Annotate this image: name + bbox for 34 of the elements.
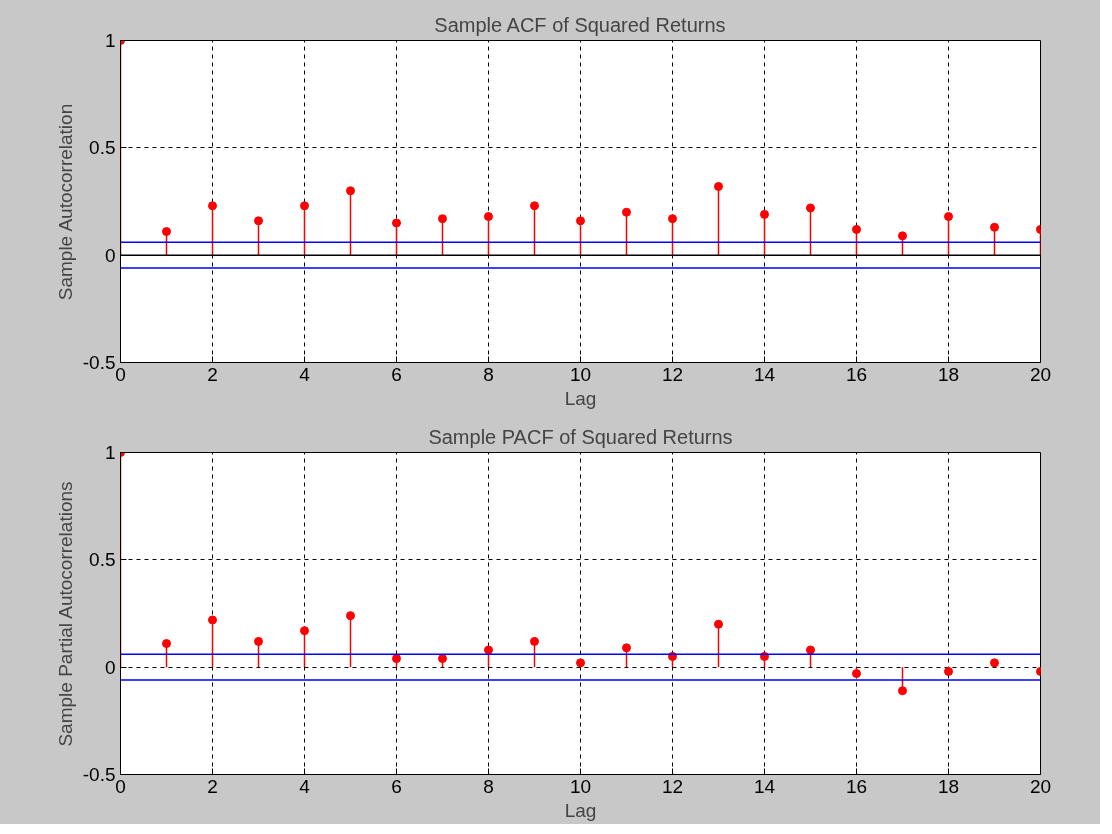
x-tick-label: 20	[1029, 363, 1052, 385]
x-tick-label: 20	[1029, 775, 1052, 797]
y-axis-title: Sample Partial Autocorrelations	[54, 481, 76, 747]
x-tick-label: 2	[207, 363, 218, 385]
x-axis-title: Lag	[564, 387, 597, 409]
x-tick-label: 6	[391, 775, 402, 797]
x-tick-label: 2	[207, 775, 218, 797]
x-tick-label: 8	[483, 363, 494, 385]
x-tick-label: 4	[299, 363, 311, 385]
y-tick-label: -0.5	[82, 352, 116, 373]
x-tick-label: 10	[569, 363, 592, 385]
x-tick-label: 16	[845, 363, 868, 385]
x-tick-label: 18	[937, 775, 960, 797]
y-tick-label: 1	[104, 442, 116, 463]
x-tick-label: 12	[661, 363, 684, 385]
y-tick-label: 0.5	[89, 549, 116, 571]
y-tick-label: 0.5	[89, 137, 116, 159]
x-tick-label: 14	[753, 775, 776, 797]
y-tick-label: 0	[104, 656, 116, 678]
x-tick-label: 16	[845, 775, 868, 797]
x-tick-label: 12	[661, 775, 684, 797]
x-axis-title: Lag	[564, 799, 597, 821]
y-tick-label: 1	[104, 30, 116, 51]
x-tick-label: 8	[483, 775, 494, 797]
x-tick-label: 14	[753, 363, 776, 385]
y-tick-label: 0	[104, 244, 116, 266]
chart-title: Sample PACF of Squared Returns	[428, 425, 733, 448]
y-tick-label: -0.5	[82, 764, 116, 785]
x-tick-label: 6	[391, 363, 402, 385]
x-tick-label: 10	[569, 775, 592, 797]
y-axis-title: Sample Autocorrelation	[54, 103, 76, 301]
x-tick-label: 18	[937, 363, 960, 385]
x-tick-label: 4	[299, 775, 311, 797]
chart-title: Sample ACF of Squared Returns	[434, 13, 726, 36]
